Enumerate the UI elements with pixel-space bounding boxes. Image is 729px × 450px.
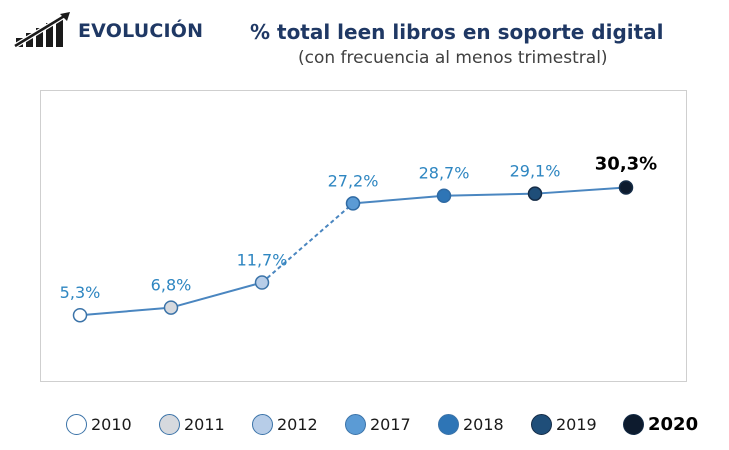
legend-marker-2012: [252, 414, 273, 435]
legend-item-2018: 2018: [438, 414, 504, 435]
legend-item-2010: 2010: [66, 414, 132, 435]
legend-item-2019: 2019: [531, 414, 597, 435]
section-label: EVOLUCIÓN: [78, 20, 204, 42]
rising-bar-chart-icon: [14, 12, 70, 48]
series-segment: [79, 306, 172, 317]
data-label-2010: 5,3%: [60, 283, 101, 302]
data-label-2012: 11,7%: [237, 251, 288, 270]
data-point-2017: [345, 196, 361, 211]
chart-subtitle: (con frecuencia al menos trimestral): [298, 48, 608, 68]
legend-label-2017: 2017: [370, 415, 411, 434]
data-point-2018: [436, 188, 452, 203]
legend-label-2019: 2019: [556, 415, 597, 434]
legend-marker-2010: [66, 414, 87, 435]
data-label-2018: 28,7%: [419, 164, 470, 183]
series-segment: [534, 186, 627, 195]
legend: 2010 2011 2012 2017 2018 2019 2020: [66, 414, 716, 444]
legend-label-2012: 2012: [277, 415, 318, 434]
series-segment-dashed: [261, 202, 354, 284]
data-label-2019: 29,1%: [510, 162, 561, 181]
data-label-2011: 6,8%: [151, 276, 192, 295]
plot-area: [40, 90, 687, 382]
legend-label-2020: 2020: [648, 414, 699, 435]
data-point-2020: [618, 180, 634, 195]
legend-item-2020: 2020: [623, 414, 698, 435]
legend-item-2012: 2012: [252, 414, 318, 435]
series-segment: [170, 281, 263, 309]
legend-label-2018: 2018: [463, 415, 504, 434]
legend-marker-2017: [345, 414, 366, 435]
legend-label-2011: 2011: [184, 415, 225, 434]
data-point-2019: [527, 186, 543, 201]
legend-label-2010: 2010: [91, 415, 132, 434]
series-segment: [443, 192, 536, 197]
legend-marker-2020: [623, 414, 644, 435]
data-point-2011: [163, 300, 179, 315]
legend-item-2017: 2017: [345, 414, 411, 435]
chart-title: % total leen libros en soporte digital: [250, 20, 664, 44]
legend-item-2011: 2011: [159, 414, 225, 435]
data-label-2020: 30,3%: [595, 154, 657, 175]
data-label-2017: 27,2%: [328, 171, 379, 190]
data-point-2012: [254, 275, 270, 290]
data-point-2010: [72, 307, 88, 323]
series-segment: [352, 194, 445, 205]
legend-marker-2019: [531, 414, 552, 435]
legend-marker-2011: [159, 414, 180, 435]
legend-marker-2018: [438, 414, 459, 435]
